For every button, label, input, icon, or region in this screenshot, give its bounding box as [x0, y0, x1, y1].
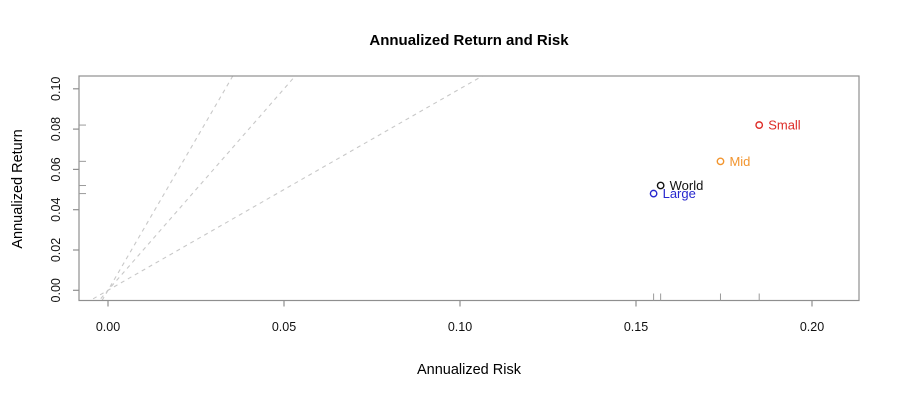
- data-point-label-mid: Mid: [729, 154, 750, 169]
- y-tick-label: 0.04: [49, 197, 63, 221]
- chart-title: Annualized Return and Risk: [369, 32, 569, 49]
- x-axis: 0.00 0.05 0.10 0.15 0.20: [96, 300, 824, 334]
- y-tick-label: 0.02: [49, 238, 63, 262]
- data-point-small: [755, 121, 764, 129]
- data-point-world: [656, 181, 665, 190]
- y-tick-label: 0.06: [49, 157, 63, 181]
- x-tick-label: 0.15: [624, 320, 648, 334]
- reference-line-slope-3: [101, 76, 234, 301]
- x-tick-label: 0.05: [272, 320, 296, 334]
- data-point-large: [649, 189, 658, 198]
- x-tick-label: 0.00: [96, 320, 120, 334]
- y-tick-label: 0.10: [49, 77, 63, 101]
- plot-box: [78, 75, 860, 302]
- data-point-label-small: Small: [768, 118, 801, 133]
- y-tick-label: 0.08: [49, 117, 63, 141]
- data-point-label-large: Large: [663, 186, 696, 201]
- rug-marks-group: [79, 124, 760, 301]
- reference-lines-group: [89, 76, 484, 301]
- data-point-mid: [716, 157, 725, 166]
- x-axis-label: Annualized Risk: [417, 362, 521, 378]
- reference-line-slope-1: [89, 76, 484, 301]
- y-tick-label: 0.00: [49, 278, 63, 302]
- x-tick-label: 0.10: [448, 320, 472, 334]
- x-tick-label: 0.20: [800, 320, 824, 334]
- reference-line-slope-2: [98, 76, 296, 301]
- y-axis: 0.00 0.02 0.04 0.06 0.08 0.10: [49, 77, 79, 302]
- data-point-label-world: World: [670, 178, 704, 193]
